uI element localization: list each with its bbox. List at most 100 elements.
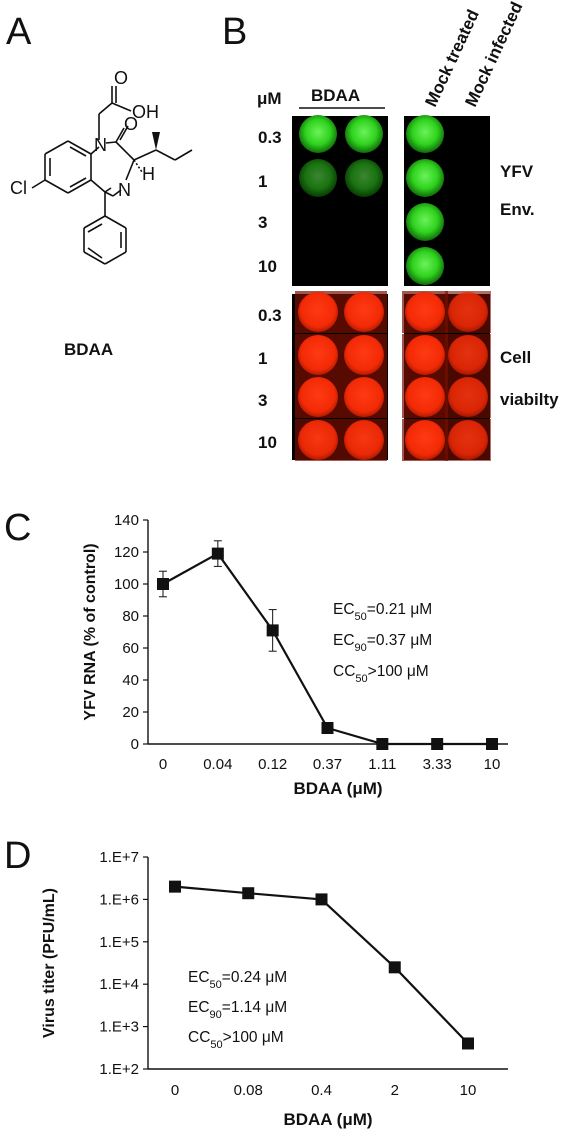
c-annotation-1-base: EC [333, 632, 355, 649]
atom-oxygen-carbonyl: O [124, 114, 138, 134]
c-x-tick-label-5: 3.33 [423, 756, 452, 773]
c-x-tick-label-2: 0.12 [258, 756, 287, 773]
well-green-r1-c2 [406, 159, 444, 197]
c-y-tick-label-7: 140 [114, 512, 139, 529]
c-y-axis-label: YFV RNA (% of control) [82, 543, 99, 720]
plate-unit-label: μM [257, 89, 282, 108]
atom-nitrogen-1: N [94, 135, 107, 155]
well-red-r0-c0 [298, 292, 338, 332]
well-green-r0-c0 [299, 115, 337, 153]
c-y-tick-label-6: 120 [114, 544, 139, 561]
plate-bottom-label-line1: Cell [500, 348, 531, 367]
well-red-r1-c3 [448, 335, 488, 375]
c-y-tick-label-3: 60 [122, 640, 139, 657]
chemical-structure [31, 86, 193, 265]
plate-bottom-label-line2: viabilty [500, 390, 559, 409]
d-annotation-0: EC50=0.24 μM [188, 969, 287, 991]
c-y-tick-label-4: 80 [122, 608, 139, 625]
panel-letter-c: C [4, 507, 31, 549]
well-red-r3-c0 [298, 420, 338, 460]
well-red-r2-c2 [405, 377, 445, 417]
plate-conc-bottom-0: 0.3 [258, 306, 282, 325]
d-x-axis-label: BDAA (μM) [283, 1110, 372, 1129]
well-red-r1-c2 [405, 335, 445, 375]
c-x-axis-label: BDAA (μM) [293, 779, 382, 798]
c-annotation-0-rest: =0.21 μM [367, 601, 432, 618]
c-point-6 [486, 738, 498, 750]
d-annotation-2: CC50>100 μM [188, 1029, 284, 1051]
c-point-3 [321, 722, 334, 734]
well-red-r0-c2 [405, 292, 445, 332]
d-x-tick-label-1: 0.08 [234, 1082, 263, 1099]
c-y-tick-label-2: 40 [122, 672, 139, 689]
d-annotation-0-rest: =0.24 μM [222, 969, 287, 986]
panel-letter-d: D [4, 835, 31, 877]
d-y-axis-label: Virus titer (PFU/mL) [41, 888, 58, 1038]
compound-name: BDAA [64, 340, 113, 359]
c-annotation-2: CC50>100 μM [333, 663, 429, 685]
c-annotation-2-sub: 50 [355, 673, 367, 685]
d-y-tick-label-0: 1.E+2 [99, 1061, 139, 1078]
well-red-r2-c0 [298, 377, 338, 417]
d-annotation-1-sub: 90 [210, 1009, 222, 1021]
plate-compound-header: BDAA [311, 86, 360, 105]
c-point-4 [376, 738, 389, 750]
c-y-tick-label-1: 20 [122, 704, 139, 721]
c-point-0 [157, 578, 169, 590]
d-y-tick-label-5: 1.E+7 [99, 849, 139, 866]
c-x-tick-label-6: 10 [484, 756, 501, 773]
plate-conc-bottom-1: 1 [258, 349, 267, 368]
c-x-tick-label-3: 0.37 [313, 756, 342, 773]
well-green-r1-c1 [345, 159, 383, 197]
d-annotation-0-base: EC [188, 969, 210, 986]
well-green-r3-c2 [406, 247, 444, 285]
d-annotation-0-sub: 50 [210, 979, 222, 991]
well-green-r2-c2 [406, 203, 444, 241]
c-annotation-1: EC90=0.37 μM [333, 632, 432, 654]
well-green-r1-c0 [299, 159, 337, 197]
d-annotation-2-rest: >100 μM [223, 1029, 284, 1046]
c-x-tick-label-1: 0.04 [203, 756, 232, 773]
atom-hydrogen: H [142, 164, 155, 184]
c-y-tick-label-5: 100 [114, 576, 139, 593]
well-red-r2-c1 [344, 377, 384, 417]
c-x-tick-label-0: 0 [159, 756, 167, 773]
d-x-tick-label-3: 2 [391, 1082, 399, 1099]
d-point-3 [388, 961, 401, 974]
c-annotation-1-rest: =0.37 μM [367, 632, 432, 649]
well-green-r0-c2 [406, 115, 444, 153]
c-annotation-1-sub: 90 [355, 642, 367, 654]
c-annotation-0-base: EC [333, 601, 355, 618]
plate-conc-top-2: 3 [258, 213, 267, 232]
chart-d: 1.E+2 1.E+3 1.E+4 1.E+5 1.E+6 1.E+7 0 0.08 0.4 2 1… [41, 849, 508, 1129]
d-y-tick-label-2: 1.E+4 [99, 976, 139, 993]
d-point-4 [462, 1037, 474, 1050]
c-point-5 [431, 738, 444, 750]
d-point-0 [169, 880, 181, 893]
plate-conc-top-3: 10 [258, 257, 277, 276]
well-red-r0-c3 [448, 292, 488, 332]
well-red-r1-c0 [298, 335, 338, 375]
well-red-r3-c1 [344, 420, 384, 460]
d-y-tick-label-3: 1.E+5 [99, 934, 139, 951]
plate-conc-bottom-2: 3 [258, 391, 267, 410]
plate-top-label-line1: YFV [500, 162, 534, 181]
d-point-2 [315, 893, 328, 906]
well-red-r3-c3 [448, 420, 488, 460]
well-green-r0-c1 [345, 115, 383, 153]
d-annotation-2-sub: 50 [210, 1039, 222, 1051]
atom-hydroxyl: OH [132, 102, 159, 122]
well-red-r1-c1 [344, 335, 384, 375]
d-y-tick-label-4: 1.E+6 [99, 891, 139, 908]
d-annotation-1: EC90=1.14 μM [188, 999, 287, 1021]
atom-nitrogen-2: N [118, 180, 131, 200]
d-x-tick-label-4: 10 [460, 1082, 477, 1099]
c-series-line [162, 552, 492, 746]
d-point-1 [242, 887, 255, 900]
plate-top-label-line2: Env. [500, 200, 535, 219]
panel-letter-b: B [222, 11, 247, 53]
plate-conc-top-1: 1 [258, 172, 267, 191]
d-y-tick-label-1: 1.E+3 [99, 1019, 139, 1036]
d-annotation-2-base: CC [188, 1029, 210, 1046]
atom-chlorine: Cl [10, 178, 27, 198]
